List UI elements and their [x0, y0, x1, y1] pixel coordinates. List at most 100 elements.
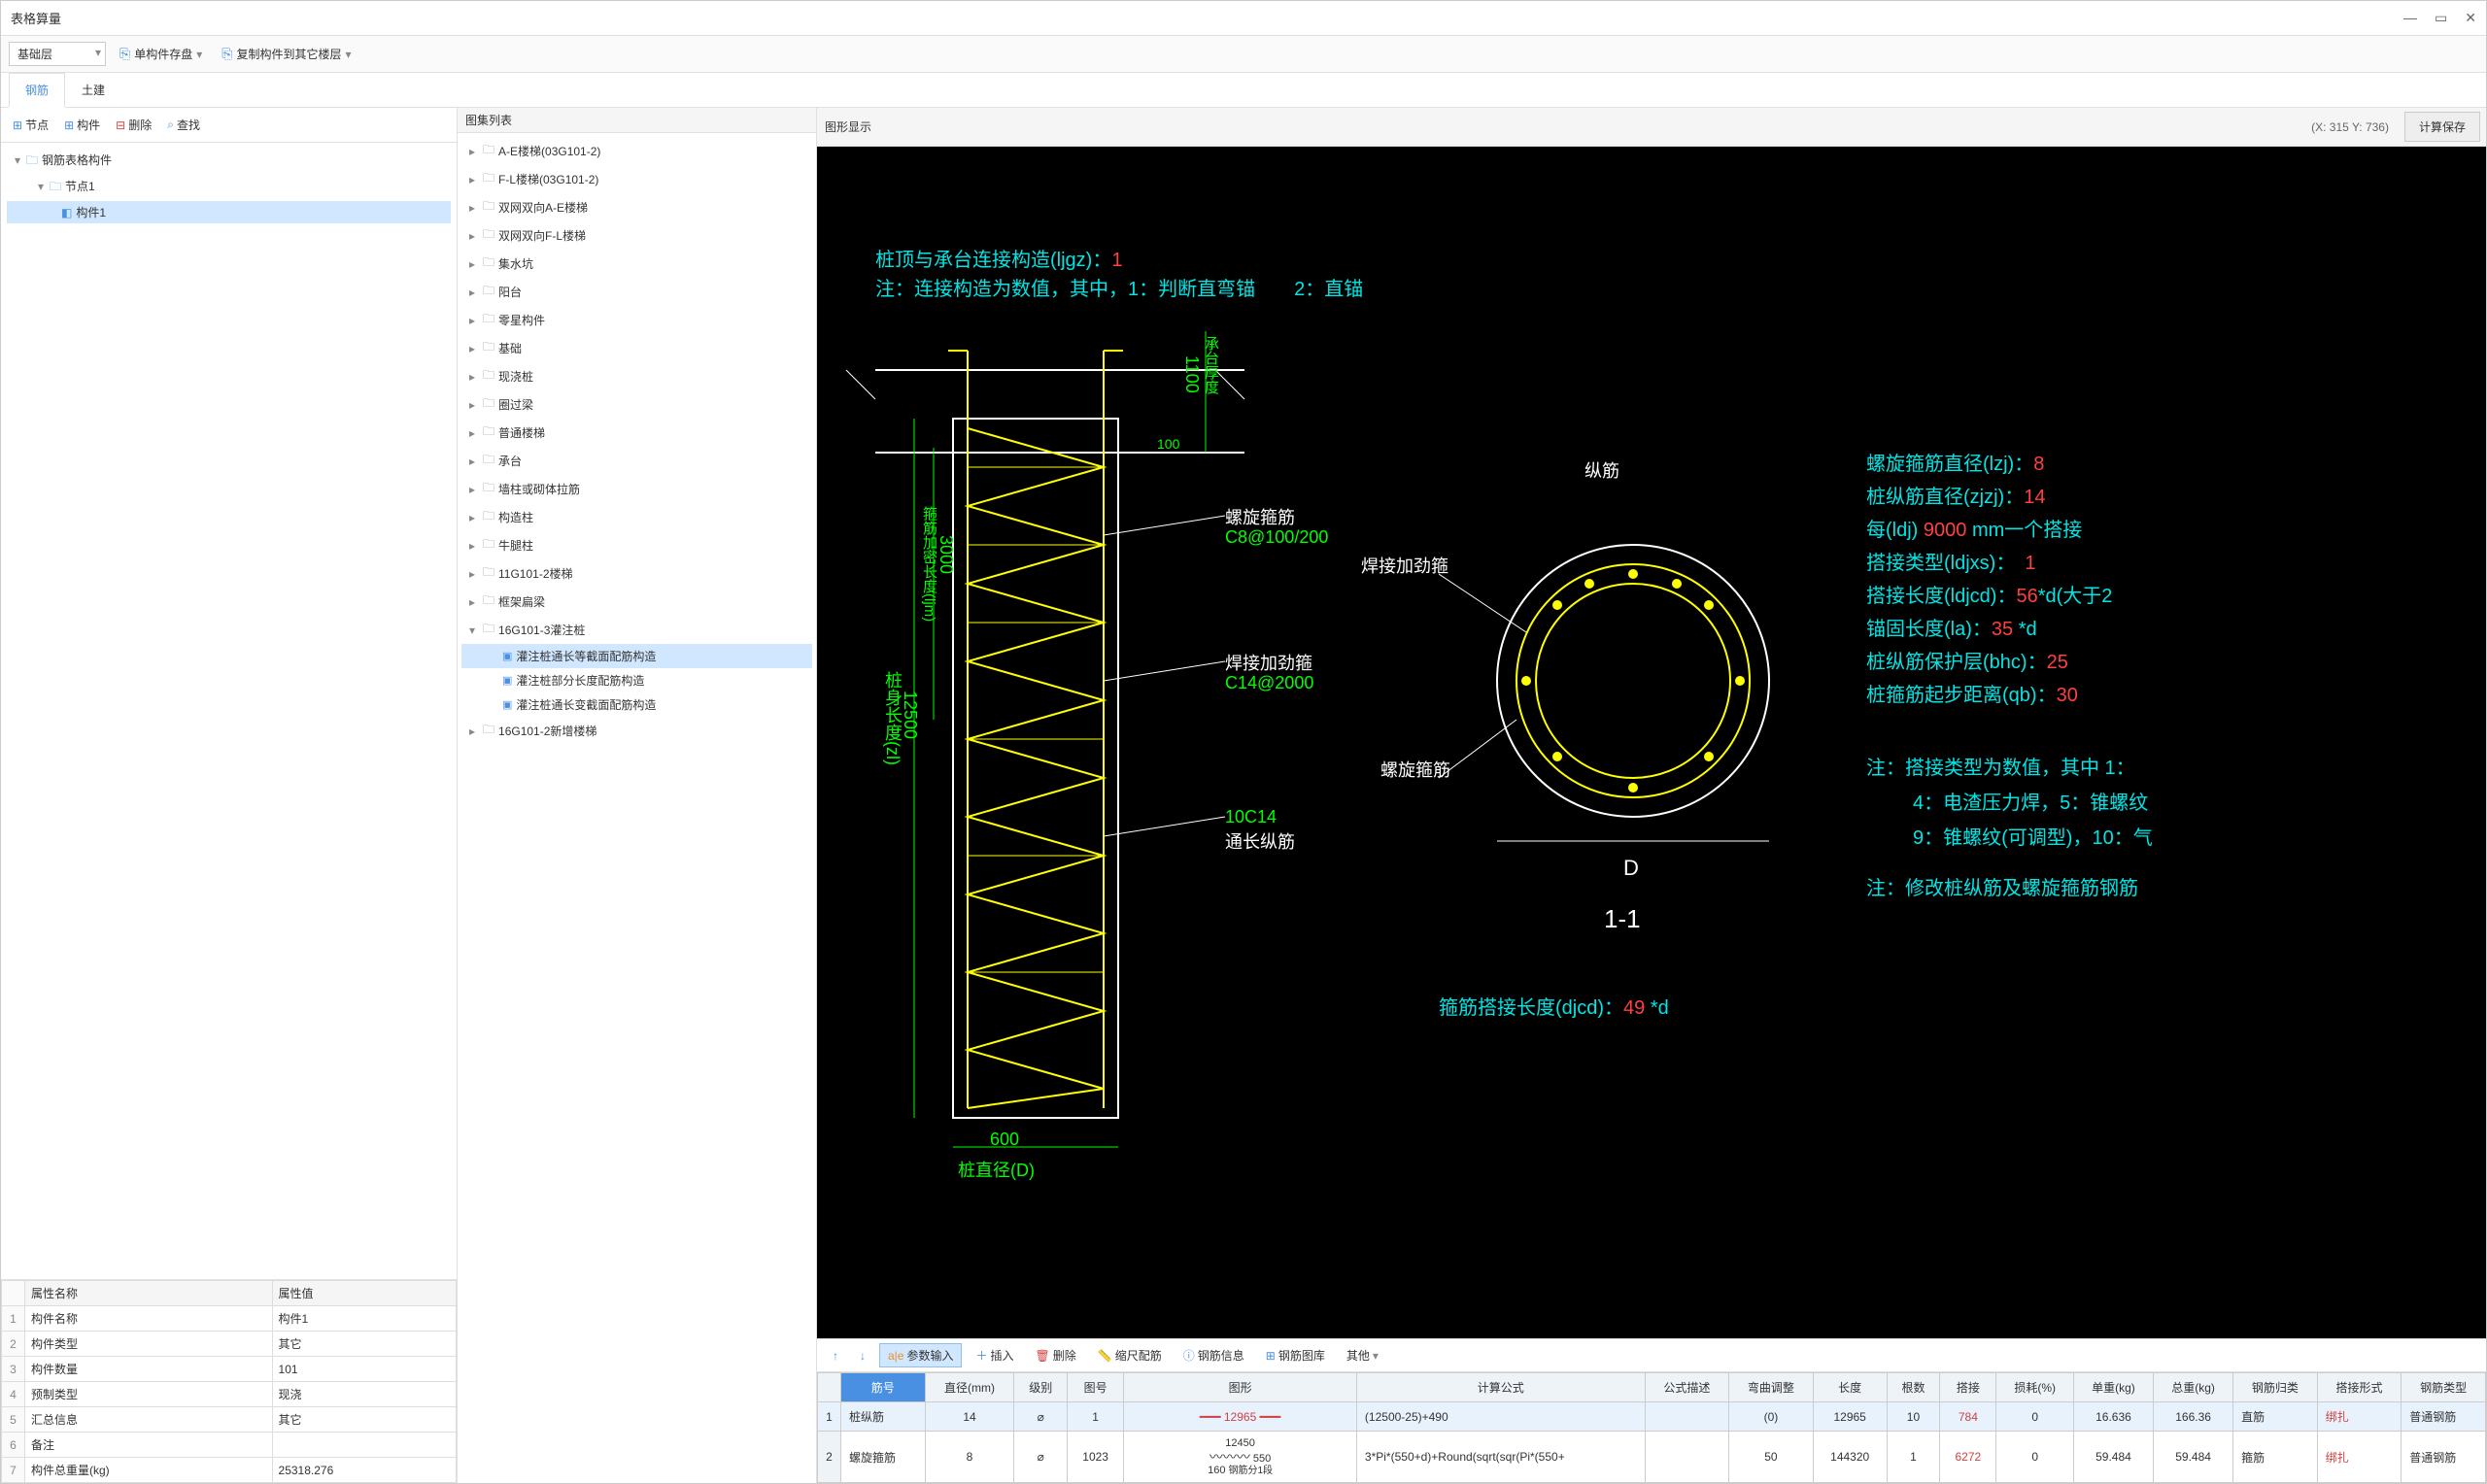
atlas-item[interactable]: ▸🗀圈过梁 — [461, 390, 812, 419]
atlas-item[interactable]: ▸🗀承台 — [461, 447, 812, 475]
atlas-item[interactable]: ▸🗀基础 — [461, 334, 812, 362]
calculate-save-button[interactable]: 计算保存 — [2404, 112, 2480, 142]
table-col[interactable]: 直径(mm) — [925, 1373, 1014, 1402]
delete-row-button[interactable]: 🗑删除 — [1028, 1344, 1084, 1366]
table-col[interactable]: 总重(kg) — [2154, 1373, 2233, 1402]
folder-icon: 🗀 — [483, 282, 494, 302]
atlas-item[interactable]: ▸🗀集水坑 — [461, 250, 812, 278]
table-col[interactable]: 长度 — [1813, 1373, 1887, 1402]
nav-down-button[interactable]: ↓ — [852, 1346, 873, 1366]
param-input-button[interactable]: a|e参数输入 — [879, 1343, 962, 1367]
nav-up-button[interactable]: ↑ — [825, 1346, 846, 1366]
atlas-tree[interactable]: ▸🗀A-E楼梯(03G101-2)▸🗀F-L楼梯(03G101-2)▸🗀双网双向… — [458, 133, 816, 1483]
folder-icon: 🗀 — [483, 253, 494, 274]
tab-civil[interactable]: 土建 — [65, 73, 121, 107]
drawing-viewer[interactable]: 桩顶与承台连接构造(ljgz)：1 注：连接构造为数值，其中，1：判断直弯锚 2… — [817, 147, 2486, 1338]
maximize-icon[interactable]: ▭ — [2435, 10, 2447, 26]
folder-icon: 🗀 — [26, 153, 38, 167]
atlas-item[interactable]: ▸🗀11G101-2楼梯 — [461, 559, 812, 588]
scale-rebar-button[interactable]: 📏缩尺配筋 — [1090, 1344, 1170, 1366]
component-tree[interactable]: ▾🗀钢筋表格构件 ▾🗀节点1 ◧构件1 — [1, 143, 457, 1279]
prop-value[interactable]: 其它 — [272, 1407, 456, 1433]
prop-value[interactable]: 其它 — [272, 1332, 456, 1357]
insert-icon: ＋ — [975, 1347, 987, 1364]
table-col[interactable]: 公式描述 — [1645, 1373, 1729, 1402]
delete-icon: 🗑 — [1036, 1349, 1050, 1363]
coordinates-display: (X: 315 Y: 736) — [2301, 120, 2399, 134]
table-col[interactable]: 单重(kg) — [2073, 1373, 2153, 1402]
atlas-item[interactable]: ▾🗀16G101-3灌注桩 — [461, 616, 812, 644]
prop-value[interactable]: 构件1 — [272, 1306, 456, 1332]
atlas-item[interactable]: ▣灌注桩通长变截面配筋构造 — [461, 692, 812, 717]
table-col[interactable]: 搭接 — [1940, 1373, 1996, 1402]
rebar-library-button[interactable]: ⊞钢筋图库 — [1258, 1344, 1333, 1366]
minimize-icon[interactable]: — — [2403, 10, 2417, 26]
table-col[interactable]: 图形 — [1124, 1373, 1357, 1402]
prop-name: 构件名称 — [25, 1306, 273, 1332]
table-col[interactable]: 图号 — [1068, 1373, 1124, 1402]
table-col[interactable]: 根数 — [1887, 1373, 1940, 1402]
prop-value[interactable] — [272, 1433, 456, 1458]
prop-value[interactable]: 现浇 — [272, 1382, 456, 1407]
atlas-item[interactable]: ▸🗀F-L楼梯(03G101-2) — [461, 165, 812, 193]
table-col[interactable]: 筋号 — [841, 1373, 926, 1402]
atlas-item[interactable]: ▸🗀墙柱或砌体拉筋 — [461, 475, 812, 503]
atlas-item[interactable]: ▣灌注桩部分长度配筋构造 — [461, 668, 812, 692]
atlas-item[interactable]: ▸🗀零星构件 — [461, 306, 812, 334]
atlas-item[interactable]: ▸🗀双网双向A-E楼梯 — [461, 193, 812, 221]
atlas-item[interactable]: ▸🗀A-E楼梯(03G101-2) — [461, 137, 812, 165]
rebar-table[interactable]: 筋号直径(mm)级别图号图形计算公式公式描述弯曲调整长度根数搭接损耗(%)单重(… — [817, 1372, 2486, 1483]
chevron-down-icon: ▾ — [345, 48, 351, 61]
table-col[interactable]: 损耗(%) — [1996, 1373, 2073, 1402]
prop-value[interactable]: 101 — [272, 1357, 456, 1382]
prop-value[interactable]: 25318.276 — [272, 1458, 456, 1483]
folder-icon: 🗀 — [483, 310, 494, 330]
table-col[interactable]: 弯曲调整 — [1729, 1373, 1814, 1402]
tree-component[interactable]: ◧构件1 — [7, 201, 451, 223]
folder-icon: 🗀 — [483, 721, 494, 741]
folder-icon: 🗀 — [483, 535, 494, 556]
find-button[interactable]: ⌕查找 — [161, 114, 206, 136]
table-col[interactable]: 计算公式 — [1356, 1373, 1645, 1402]
close-icon[interactable]: ✕ — [2465, 10, 2476, 26]
folder-icon: 🗀 — [483, 507, 494, 527]
copy-component-button[interactable]: ⎘ 复制构件到其它楼层 ▾ — [216, 43, 357, 65]
tree-node[interactable]: ▾🗀节点1 — [7, 175, 451, 201]
atlas-item[interactable]: ▸🗀框架扁梁 — [461, 588, 812, 616]
prop-name: 预制类型 — [25, 1382, 273, 1407]
save-component-button[interactable]: ⎘ 单构件存盘 ▾ — [114, 43, 208, 65]
titlebar: 表格算量 — ▭ ✕ — [1, 1, 2486, 36]
chevron-down-icon: ▾ — [196, 48, 202, 61]
atlas-item[interactable]: ▸🗀普通楼梯 — [461, 419, 812, 447]
atlas-item[interactable]: ▸🗀双网双向F-L楼梯 — [461, 221, 812, 250]
atlas-item[interactable]: ▸🗀阳台 — [461, 278, 812, 306]
insert-button[interactable]: ＋插入 — [968, 1344, 1021, 1366]
atlas-item[interactable]: ▸🗀16G101-2新增楼梯 — [461, 717, 812, 745]
folder-icon: 🗀 — [483, 563, 494, 584]
atlas-item[interactable]: ▸🗀现浇桩 — [461, 362, 812, 390]
table-col[interactable]: 钢筋类型 — [2402, 1373, 2486, 1402]
delete-button[interactable]: ⊟删除 — [110, 114, 157, 136]
library-icon: ⊞ — [1266, 1349, 1276, 1363]
table-row[interactable]: 2 螺旋箍筋8⌀1023 12450〰〰〰 550160 钢筋分1段 3*Pi*… — [818, 1432, 2486, 1483]
component-button[interactable]: ⊞构件 — [58, 114, 106, 136]
atlas-item[interactable]: ▸🗀构造柱 — [461, 503, 812, 531]
node-button[interactable]: ⊞节点 — [7, 114, 54, 136]
table-row[interactable]: 1 桩纵筋14⌀1 ━━━ 12965 ━━━ (12500-25)+490(0… — [818, 1402, 2486, 1432]
component-icon: ⊞ — [64, 118, 74, 132]
prop-name: 构件类型 — [25, 1332, 273, 1357]
component-icon: ◧ — [61, 206, 72, 219]
table-col[interactable]: 搭接形式 — [2317, 1373, 2402, 1402]
rebar-info-button[interactable]: ⓘ钢筋信息 — [1175, 1344, 1252, 1366]
other-button[interactable]: 其他▾ — [1339, 1344, 1386, 1366]
tree-root[interactable]: ▾🗀钢筋表格构件 — [7, 149, 451, 175]
tab-rebar[interactable]: 钢筋 — [9, 73, 65, 108]
search-icon: ⌕ — [167, 118, 174, 132]
atlas-item[interactable]: ▣灌注桩通长等截面配筋构造 — [461, 644, 812, 668]
table-col[interactable]: 级别 — [1014, 1373, 1068, 1402]
folder-icon: 🗀 — [483, 197, 494, 218]
table-col[interactable]: 钢筋归类 — [2233, 1373, 2318, 1402]
layer-dropdown[interactable]: 基础层 — [9, 42, 106, 66]
folder-icon: 🗀 — [483, 338, 494, 358]
atlas-item[interactable]: ▸🗀牛腿柱 — [461, 531, 812, 559]
